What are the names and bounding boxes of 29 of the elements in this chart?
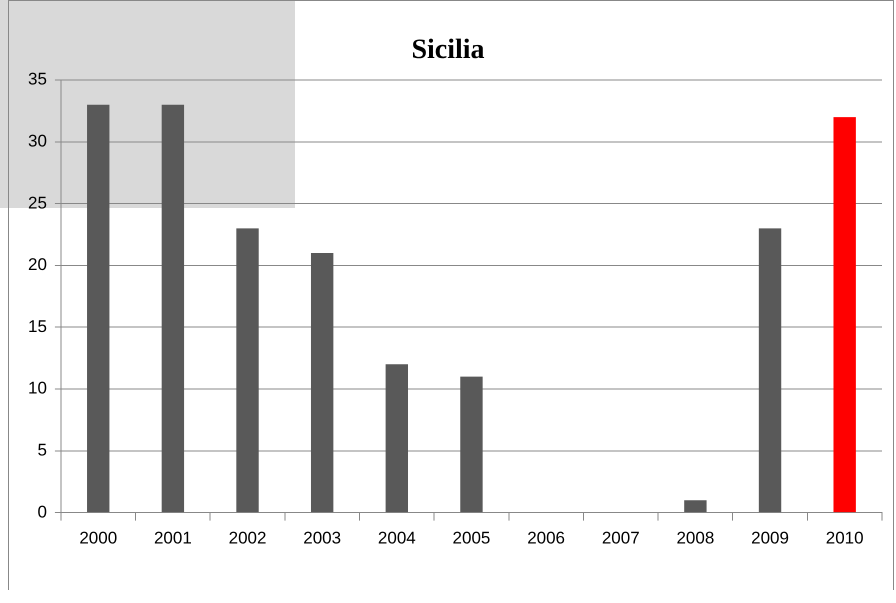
- x-tick-label: 2003: [303, 528, 342, 548]
- bar: [833, 117, 856, 512]
- y-tick-label: 20: [28, 255, 47, 274]
- bar: [162, 104, 184, 512]
- x-tick-label: 2008: [676, 528, 714, 548]
- chart-title: Sicilia: [410, 34, 486, 66]
- y-tick-label: 10: [28, 378, 47, 398]
- x-tick-label: 2010: [826, 528, 864, 548]
- x-tick-label: 2007: [602, 528, 640, 548]
- x-tick-label: 2005: [452, 528, 490, 548]
- y-tick-label: 35: [28, 70, 47, 89]
- y-tick-label: 0: [37, 502, 47, 522]
- y-tick-label: 5: [37, 440, 47, 460]
- x-tick-label: 2006: [527, 528, 566, 548]
- y-tick-label: 30: [28, 131, 47, 150]
- y-tick-label: 25: [28, 193, 47, 212]
- bar: [460, 376, 483, 512]
- x-tick-label: 2009: [751, 528, 789, 548]
- bar: [684, 500, 707, 512]
- x-tick-label: 2001: [154, 528, 192, 548]
- bar: [236, 228, 259, 512]
- x-tick-label: 2000: [79, 528, 118, 548]
- bar: [386, 364, 408, 512]
- bar: [87, 104, 110, 512]
- y-tick-label: 15: [28, 316, 47, 336]
- x-tick-label: 2002: [228, 528, 266, 548]
- x-tick-label: 2004: [378, 528, 416, 548]
- bar: [310, 253, 334, 512]
- bar: [758, 228, 782, 512]
